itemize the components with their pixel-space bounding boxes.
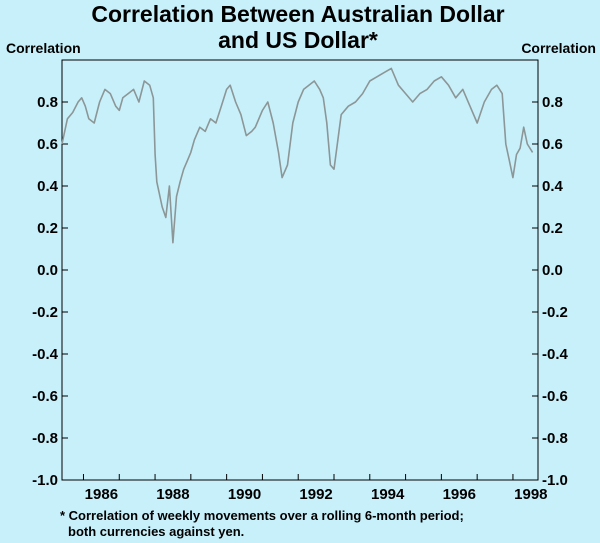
y-tick-label-left: 0.8 — [37, 94, 58, 111]
y-tick-label-left: -1.0 — [32, 472, 58, 489]
y-tick-label-right: 0.6 — [542, 136, 563, 153]
y-tick-label-left: 0.2 — [37, 220, 58, 237]
y-tick-label-left: -0.8 — [32, 430, 58, 447]
x-tick-label: 1990 — [228, 486, 261, 503]
y-tick-label-left: -0.6 — [32, 388, 58, 405]
y-tick-label-left: 0.4 — [37, 178, 59, 195]
plot-frame — [61, 59, 539, 481]
y-tick-label-right: -0.6 — [542, 388, 568, 405]
y-tick-label-right: -0.2 — [542, 304, 568, 321]
x-ticks: 1986 1988 1990 1992 1994 1996 1998 — [82, 474, 548, 503]
x-tick-label: 1994 — [371, 486, 405, 503]
y-tick-label-left: 0.6 — [37, 136, 58, 153]
correlation-series-line — [61, 67, 534, 244]
y-tick-label-right: -0.8 — [542, 430, 568, 447]
y-axis-label-right: Correlation — [521, 40, 596, 56]
x-tick-label: 1986 — [85, 486, 118, 503]
y-tick-label-right: 0.8 — [542, 94, 563, 111]
x-tick-label: 1988 — [156, 486, 189, 503]
footnote-line-2: both currencies against yen. — [68, 524, 244, 539]
y-tick-label-left: -0.2 — [32, 304, 58, 321]
x-tick-label: 1996 — [443, 486, 476, 503]
y-tick-label-right: -1.0 — [542, 472, 568, 489]
x-tick-label: 1992 — [299, 486, 332, 503]
y-tick-label-right: -0.4 — [542, 346, 569, 363]
y-axis-label-left: Correlation — [6, 40, 81, 56]
x-tick-label: 1998 — [514, 486, 547, 503]
chart-title-line-2: and US Dollar* — [218, 27, 378, 53]
chart-title-line-1: Correlation Between Australian Dollar — [91, 1, 504, 27]
y-ticks: 0.8 0.8 0.6 0.6 0.4 0.4 0.2 0.2 0.0 0.0 -0.2 -0.2 -0… — [32, 94, 568, 489]
footnote-line-1: * Correlation of weekly movements over a… — [60, 508, 464, 523]
y-tick-label-left: 0.0 — [37, 262, 58, 279]
y-tick-label-right: 0.0 — [542, 262, 563, 279]
y-tick-label-right: 0.4 — [542, 178, 564, 195]
y-tick-label-left: -0.4 — [32, 346, 59, 363]
y-tick-label-right: 0.2 — [542, 220, 563, 237]
